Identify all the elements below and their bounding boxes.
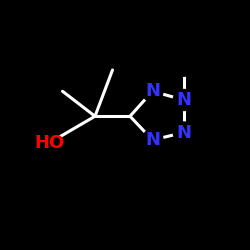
Circle shape bbox=[173, 122, 194, 143]
Circle shape bbox=[40, 132, 60, 153]
Text: N: N bbox=[145, 131, 160, 149]
Circle shape bbox=[142, 81, 163, 102]
Text: N: N bbox=[176, 124, 191, 142]
Circle shape bbox=[173, 90, 194, 110]
Circle shape bbox=[142, 130, 163, 150]
Text: N: N bbox=[145, 82, 160, 100]
Text: N: N bbox=[176, 91, 191, 109]
Circle shape bbox=[178, 64, 190, 76]
Text: HO: HO bbox=[35, 134, 65, 152]
